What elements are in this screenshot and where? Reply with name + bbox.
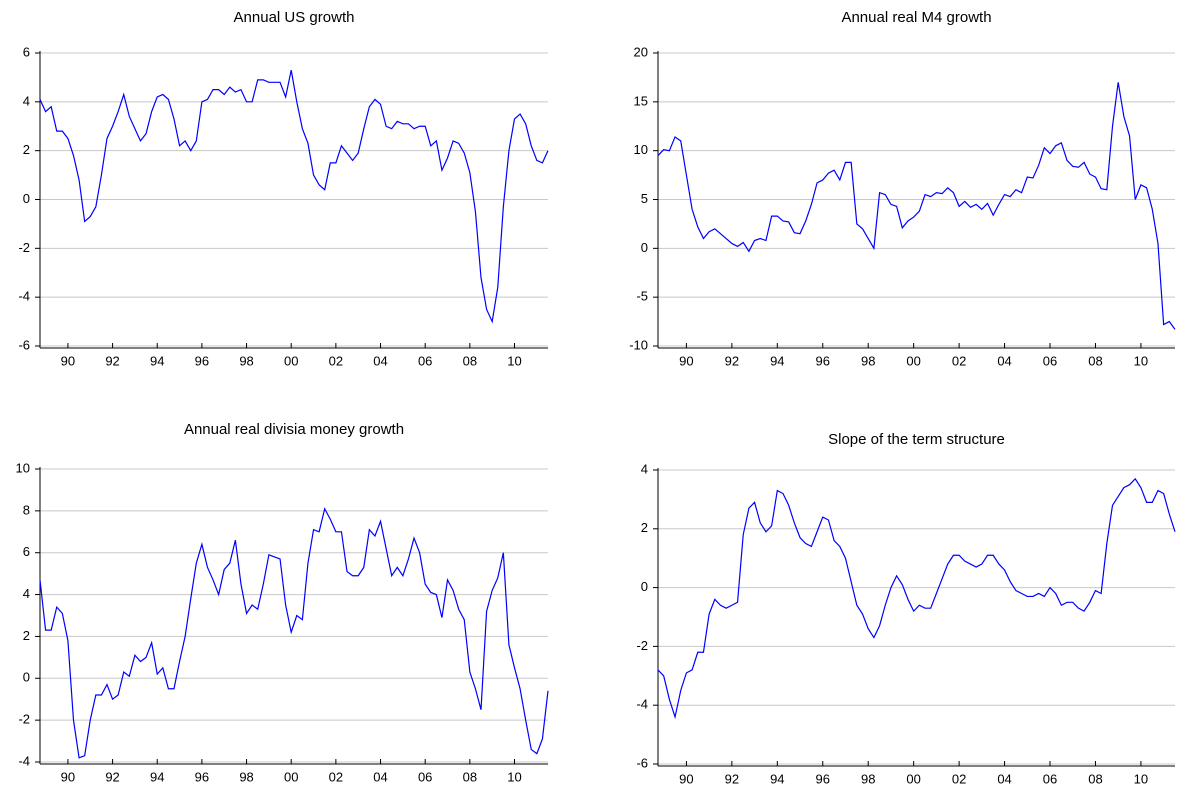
x-tick-label: 00 [906,353,920,368]
y-tick-label: 0 [641,240,648,255]
chart-title: Annual real divisia money growth [184,421,404,438]
chart-panel: Annual real divisia money growth-4-20246… [16,421,549,784]
x-tick-label: 08 [463,353,477,368]
y-tick-label: -5 [636,289,648,304]
x-tick-label: 08 [463,769,477,784]
x-tick-label: 02 [329,353,343,368]
chart-title: Slope of the term structure [828,431,1005,448]
y-tick-label: 0 [23,191,30,206]
x-tick-label: 04 [373,769,387,784]
x-tick-label: 04 [373,353,387,368]
y-tick-label: 0 [641,579,648,594]
y-tick-label: -6 [18,337,30,352]
x-tick-label: 06 [418,353,432,368]
y-tick-label: 20 [634,44,648,59]
y-tick-label: -10 [629,337,648,352]
x-tick-label: 00 [284,353,298,368]
x-tick-label: 06 [1043,771,1057,786]
chart-title: Annual real M4 growth [841,9,991,26]
y-tick-label: -6 [636,755,648,770]
y-tick-label: -2 [18,712,30,727]
y-tick-label: -2 [18,240,30,255]
x-tick-label: 96 [816,771,830,786]
y-tick-label: 0 [23,670,30,685]
x-tick-label: 92 [105,353,119,368]
y-tick-label: -2 [636,638,648,653]
x-tick-label: 96 [195,353,209,368]
x-tick-label: 00 [284,769,298,784]
data-line [657,477,1176,720]
x-tick-label: 98 [239,769,253,784]
y-tick-label: 2 [23,628,30,643]
x-tick-label: 08 [1088,353,1102,368]
x-tick-label: 10 [1134,353,1148,368]
x-tick-label: 02 [952,771,966,786]
chart-title: Annual US growth [234,9,355,26]
x-tick-label: 02 [952,353,966,368]
x-tick-label: 98 [861,771,875,786]
x-tick-label: 08 [1088,771,1102,786]
x-tick-label: 94 [150,353,164,368]
y-tick-label: 10 [634,142,648,157]
x-tick-label: 92 [725,353,739,368]
x-tick-label: 92 [105,769,119,784]
x-tick-label: 90 [61,769,75,784]
y-tick-label: 6 [23,544,30,559]
x-tick-label: 96 [195,769,209,784]
y-tick-label: 2 [641,520,648,535]
x-tick-label: 96 [816,353,830,368]
x-tick-label: 06 [418,769,432,784]
x-tick-label: 00 [906,771,920,786]
x-tick-label: 94 [150,769,164,784]
y-tick-label: -4 [18,753,30,768]
y-tick-label: -4 [636,697,648,712]
y-tick-label: 4 [23,93,30,108]
x-tick-label: 98 [239,353,253,368]
x-tick-label: 98 [861,353,875,368]
x-tick-label: 06 [1043,353,1057,368]
x-tick-label: 02 [329,769,343,784]
x-tick-label: 10 [507,769,521,784]
y-tick-label: 5 [641,191,648,206]
y-tick-label: 10 [16,460,30,475]
data-line [657,82,1176,330]
data-line [39,507,549,759]
y-tick-label: 2 [23,142,30,157]
y-tick-label: -4 [18,289,30,304]
x-tick-label: 94 [770,771,784,786]
y-tick-label: 4 [641,461,648,476]
x-tick-label: 90 [679,771,693,786]
x-tick-label: 04 [997,771,1011,786]
y-tick-label: 6 [23,44,30,59]
x-tick-label: 90 [679,353,693,368]
x-tick-label: 10 [507,353,521,368]
x-tick-label: 94 [770,353,784,368]
y-tick-label: 15 [634,93,648,108]
x-tick-label: 92 [725,771,739,786]
data-line [39,69,549,324]
x-tick-label: 90 [61,353,75,368]
y-tick-label: 8 [23,502,30,517]
chart-panel: Annual real M4 growth -10 -5 0 5 10 15 20 90 92 94… [629,9,1176,368]
x-tick-label: 04 [997,353,1011,368]
y-tick-label: 4 [23,586,30,601]
x-tick-label: 10 [1134,771,1148,786]
